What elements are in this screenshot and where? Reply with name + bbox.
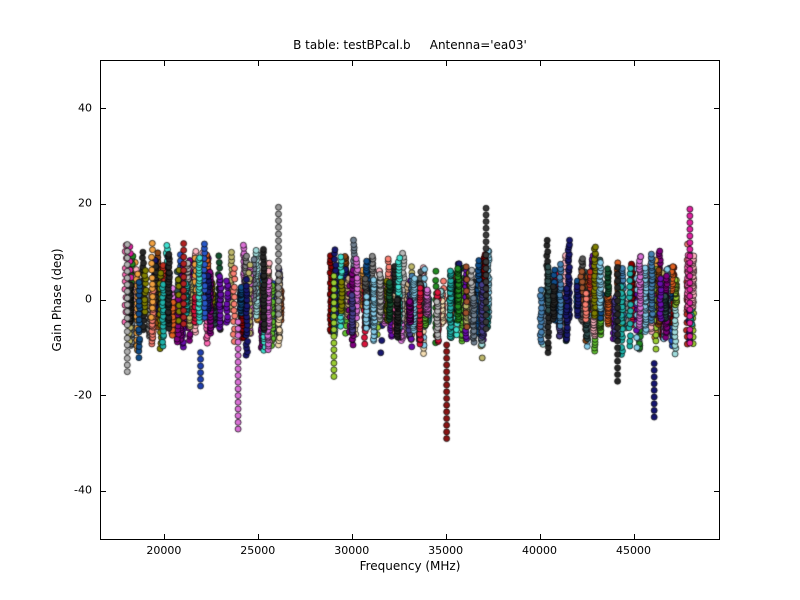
x-axis-label: Frequency (MHz) [359,559,461,573]
x-tick-mark [258,534,260,539]
y-tick-mark [101,203,106,205]
y-tick-mark [101,299,106,301]
x-tick-mark [540,534,542,539]
y-tick-mark [101,490,106,492]
x-tick-label: 30000 [334,544,370,557]
x-tick-mark [633,61,635,66]
y-tick-mark [714,203,719,205]
y-tick-mark [714,299,719,301]
x-tick-mark [164,534,166,539]
x-tick-label: 35000 [428,544,464,557]
x-tick-mark [540,61,542,66]
x-tick-label: 20000 [146,544,182,557]
plot-area [100,60,720,540]
x-tick-mark [446,534,448,539]
scatter-canvas [101,61,719,539]
x-tick-mark [164,61,166,66]
x-tick-label: 40000 [522,544,558,557]
x-tick-mark [352,61,354,66]
x-tick-mark [352,534,354,539]
x-tick-label: 25000 [240,544,276,557]
y-tick-label: -20 [74,388,92,402]
chart-title: B table: testBPcal.b Antenna='ea03' [293,38,527,52]
y-tick-mark [714,108,719,110]
y-tick-mark [101,108,106,110]
y-tick-label: 40 [78,101,92,115]
y-tick-label: 0 [85,292,92,306]
y-tick-mark [714,490,719,492]
x-tick-label: 45000 [615,544,651,557]
x-tick-mark [633,534,635,539]
y-tick-label: -40 [74,483,92,497]
x-tick-mark [446,61,448,66]
y-tick-label: 20 [78,196,92,210]
x-tick-mark [258,61,260,66]
y-tick-mark [714,395,719,397]
y-tick-mark [101,395,106,397]
